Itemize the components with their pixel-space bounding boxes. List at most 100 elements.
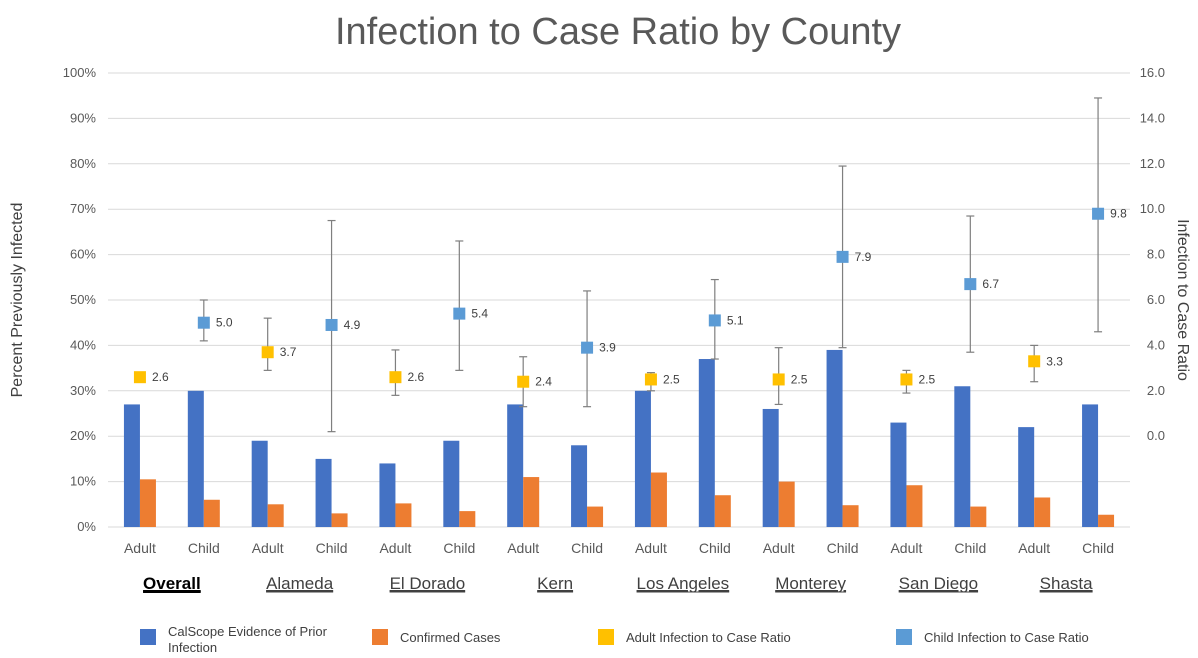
ratio-data-label: 3.3 — [1046, 354, 1063, 368]
child-ratio-marker — [197, 316, 210, 329]
y-axis-right-title: Infection to Case Ratio — [1174, 219, 1191, 381]
bar-confirmed-cases — [970, 506, 987, 527]
adult-ratio-marker — [517, 375, 530, 388]
bar-confirmed-cases — [395, 503, 412, 527]
adult-ratio-marker — [772, 373, 785, 386]
ratio-data-label: 7.9 — [855, 250, 872, 264]
x-tick-label: Adult — [507, 540, 539, 556]
ratio-data-label: 6.7 — [982, 277, 999, 291]
y-axis-left-title: Percent Previously Infected — [9, 203, 26, 398]
y-left-tick-label: 90% — [70, 110, 96, 125]
y-left-tick-label: 20% — [70, 428, 96, 443]
y-right-tick-label: 0.0 — [1147, 428, 1165, 443]
bar-prior-infection — [762, 408, 779, 527]
bar-prior-infection — [251, 440, 268, 527]
county-label: Kern — [537, 574, 573, 593]
y-left-tick-label: 30% — [70, 383, 96, 398]
error-bars — [135, 97, 1103, 433]
legend-swatch — [896, 629, 912, 645]
adult-ratio-marker — [1028, 355, 1041, 368]
adult-ratio-marker — [644, 373, 657, 386]
ratio-data-label: 5.0 — [216, 316, 233, 330]
x-tick-label: Child — [188, 540, 220, 556]
bar-confirmed-cases — [267, 504, 284, 527]
y-right-tick-label: 12.0 — [1140, 156, 1165, 171]
adult-ratio-marker — [900, 373, 913, 386]
child-ratio-marker — [453, 307, 466, 320]
ratio-markers: 2.6 3.7 2.6 2.4 2.5 2.5 2.5 3.3 5.0 4.9 5.4 3.9 5.1 7… — [133, 207, 1127, 389]
y-right-tick-label: 16.0 — [1140, 65, 1165, 80]
legend-label: Infection — [168, 640, 217, 655]
y-left-tick-label: 80% — [70, 156, 96, 171]
bar-confirmed-cases — [1034, 497, 1051, 527]
x-tick-label: Child — [827, 540, 859, 556]
x-tick-label: Adult — [1018, 540, 1050, 556]
axis-ticks: 0% 10% 20% 30% 40% 50% 60% 70% 80% 90% 100% 0.0 2.0 4… — [63, 65, 1165, 534]
bar-prior-infection — [123, 404, 140, 527]
y-right-tick-label: 4.0 — [1147, 337, 1165, 352]
y-left-tick-label: 50% — [70, 292, 96, 307]
legend-label: Adult Infection to Case Ratio — [626, 630, 791, 645]
y-left-tick-label: 60% — [70, 247, 96, 262]
y-right-tick-label: 6.0 — [1147, 292, 1165, 307]
child-ratio-marker — [581, 341, 594, 354]
child-ratio-marker — [836, 250, 849, 263]
ratio-data-label: 2.5 — [918, 372, 935, 386]
legend-swatch — [372, 629, 388, 645]
ratio-data-label: 3.7 — [280, 345, 297, 359]
legend-swatch — [598, 629, 614, 645]
x-tick-label: Child — [571, 540, 603, 556]
adult-ratio-marker — [133, 371, 146, 384]
ratio-data-label: 5.1 — [727, 313, 744, 327]
bar-confirmed-cases — [523, 477, 540, 527]
ratio-data-label: 2.6 — [152, 370, 169, 384]
bar-confirmed-cases — [331, 513, 348, 527]
bar-prior-infection — [890, 422, 907, 527]
x-tick-label: Adult — [124, 540, 156, 556]
y-left-tick-label: 70% — [70, 201, 96, 216]
x-tick-label: Child — [699, 540, 731, 556]
y-left-tick-label: 100% — [63, 65, 97, 80]
bar-confirmed-cases — [650, 472, 667, 527]
bar-prior-infection — [187, 390, 204, 527]
y-right-tick-label: 8.0 — [1147, 247, 1165, 262]
x-tick-label: Child — [443, 540, 475, 556]
bar-confirmed-cases — [714, 495, 731, 527]
chart-title: Infection to Case Ratio by County — [335, 11, 901, 53]
county-label: Los Angeles — [637, 574, 730, 593]
x-tick-label: Child — [954, 540, 986, 556]
legend-label: Child Infection to Case Ratio — [924, 630, 1089, 645]
x-tick-label: Adult — [635, 540, 667, 556]
child-ratio-marker — [708, 314, 721, 327]
ratio-data-label: 9.8 — [1110, 207, 1127, 221]
y-right-tick-label: 2.0 — [1147, 383, 1165, 398]
ratio-data-label: 3.9 — [599, 341, 616, 355]
county-label: Overall — [143, 574, 201, 593]
ratio-data-label: 2.5 — [663, 372, 680, 386]
bar-prior-infection — [1018, 427, 1035, 527]
child-ratio-marker — [325, 318, 338, 331]
bar-confirmed-cases — [459, 511, 476, 527]
bar-prior-infection — [1082, 404, 1099, 527]
y-left-tick-label: 0% — [77, 519, 96, 534]
x-tick-label: Adult — [890, 540, 922, 556]
legend-swatch — [140, 629, 156, 645]
county-label: Shasta — [1040, 574, 1093, 593]
x-tick-label: Child — [1082, 540, 1114, 556]
x-tick-label: Adult — [252, 540, 284, 556]
county-label: Alameda — [266, 574, 334, 593]
adult-ratio-marker — [389, 371, 402, 384]
bar-confirmed-cases — [842, 505, 859, 527]
y-right-tick-label: 14.0 — [1140, 110, 1165, 125]
legend-label: CalScope Evidence of Prior — [168, 624, 328, 639]
bar-prior-infection — [571, 445, 588, 527]
bar-confirmed-cases — [587, 506, 604, 527]
bar-prior-infection — [826, 349, 843, 527]
bar-confirmed-cases — [1098, 514, 1115, 527]
county-label: San Diego — [899, 574, 978, 593]
grid — [108, 72, 1130, 528]
bar-prior-infection — [315, 458, 332, 527]
ratio-data-label: 2.5 — [791, 372, 808, 386]
x-tick-label: Child — [316, 540, 348, 556]
